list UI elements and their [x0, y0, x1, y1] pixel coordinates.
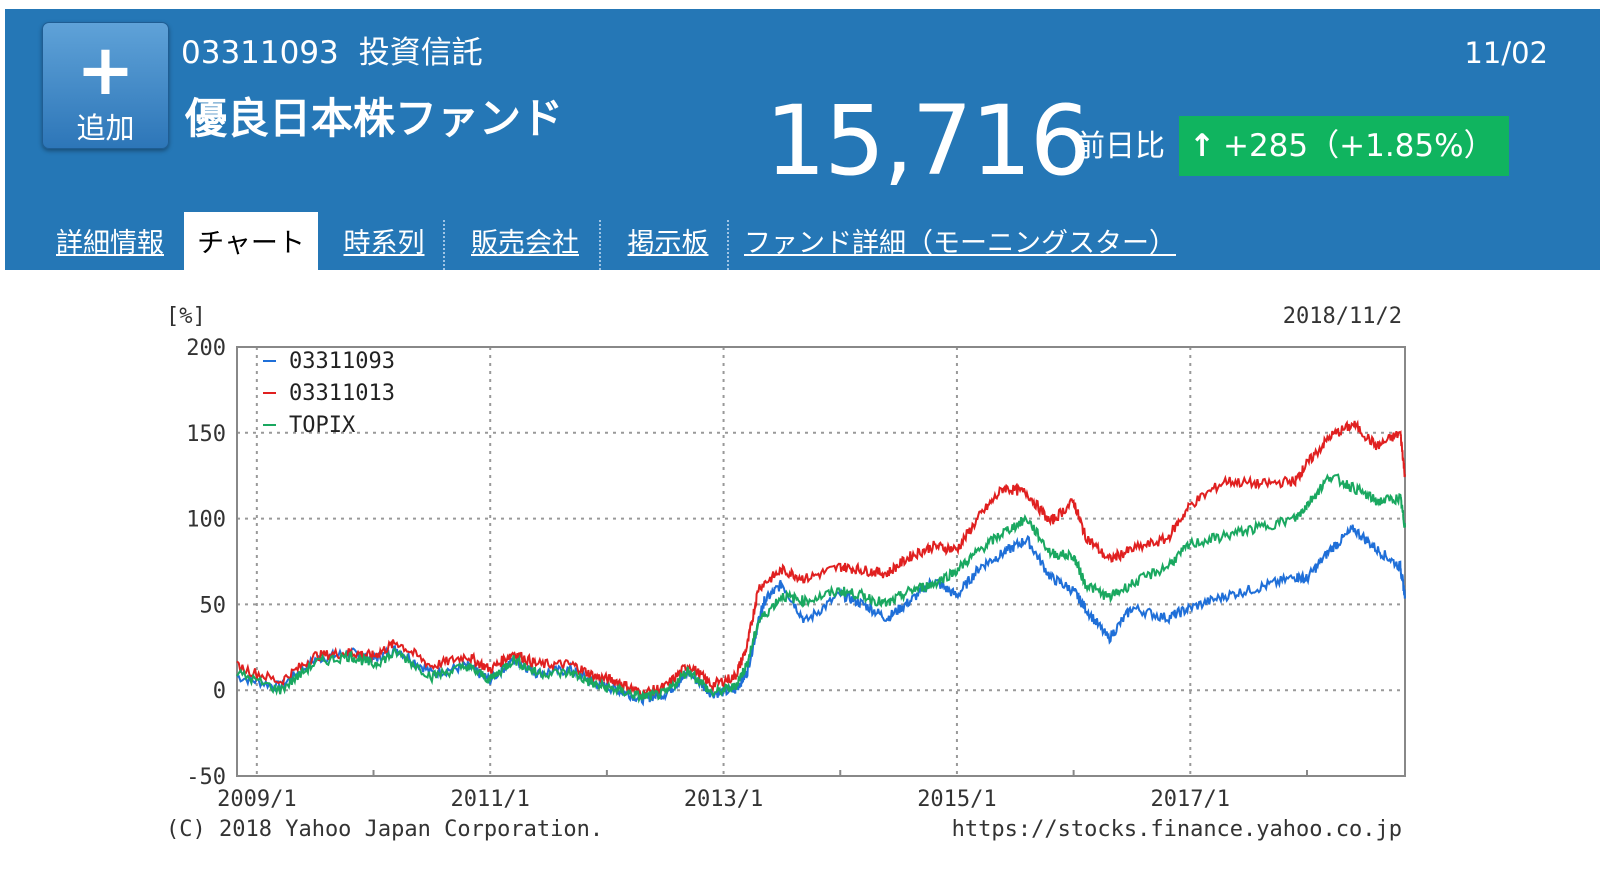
- fund-type: 投資信託: [358, 35, 483, 71]
- legend-label: TOPIX: [289, 413, 356, 438]
- chart-series: [236, 419, 1406, 707]
- chart-grid: [237, 347, 1405, 776]
- y-tick-label: 200: [186, 336, 226, 361]
- x-tick-label: 2011/1: [450, 787, 529, 812]
- chart-legend: 03311093 03311013 TOPIX: [263, 349, 395, 438]
- change-value: +285（+1.85%）: [1222, 128, 1495, 164]
- legend-label: 03311093: [289, 349, 395, 374]
- tab-separator: [599, 220, 601, 270]
- plus-icon: +: [76, 29, 135, 111]
- tab-distributors[interactable]: 販売会社: [471, 228, 579, 259]
- tab-chart[interactable]: チャート: [184, 212, 318, 270]
- series-line-topix: [236, 473, 1406, 704]
- chart-credit: (C) 2018 Yahoo Japan Corporation.: [166, 817, 603, 842]
- fund-price: 15,716: [765, 85, 1091, 197]
- x-tick-label: 2013/1: [684, 787, 763, 812]
- fund-code: 03311093: [181, 35, 339, 71]
- tab-message-board[interactable]: 掲示板: [627, 228, 709, 259]
- chart-as-of-date: 2018/11/2: [1283, 304, 1402, 329]
- y-tick-label: 0: [213, 679, 226, 704]
- series-line-03311013: [236, 419, 1406, 699]
- chart-unit-label: [%]: [166, 304, 206, 329]
- x-tick-label: 2009/1: [217, 787, 296, 812]
- legend-label: 03311013: [289, 381, 395, 406]
- tab-morningstar-details[interactable]: ファンド詳細（モーニングスター）: [744, 228, 1176, 259]
- tab-timeseries[interactable]: 時系列: [343, 228, 425, 259]
- fund-header: + 追加 03311093 投資信託 優良日本株ファンド 11/02 15,716…: [5, 9, 1600, 270]
- y-tick-label: 150: [186, 422, 226, 447]
- tab-details[interactable]: 詳細情報: [56, 228, 164, 259]
- arrow-up-icon: ↑: [1189, 128, 1215, 164]
- tab-bar: 詳細情報 チャート 時系列 販売会社 掲示板 ファンド詳細（モーニングスター）: [5, 212, 1600, 270]
- tab-separator: [443, 220, 445, 270]
- series-line-03311093: [236, 524, 1406, 707]
- fund-code-line: 03311093 投資信託: [181, 33, 483, 73]
- y-tick-label: -50: [186, 765, 226, 790]
- add-button-label: 追加: [76, 111, 135, 145]
- x-tick-label: 2015/1: [917, 787, 996, 812]
- change-label: 前日比: [1075, 129, 1165, 164]
- chart-source-url: https://stocks.finance.yahoo.co.jp: [952, 817, 1402, 842]
- fund-name: 優良日本株ファンド: [185, 94, 564, 143]
- y-tick-label: 50: [200, 593, 227, 618]
- price-date: 11/02: [1464, 36, 1548, 70]
- y-tick-label: 100: [186, 508, 226, 533]
- x-tick-label: 2017/1: [1151, 787, 1230, 812]
- add-to-portfolio-button[interactable]: + 追加: [42, 22, 169, 149]
- tab-separator: [727, 220, 729, 270]
- change-badge: ↑ +285（+1.85%）: [1179, 116, 1509, 176]
- plot-frame: [236, 346, 1406, 777]
